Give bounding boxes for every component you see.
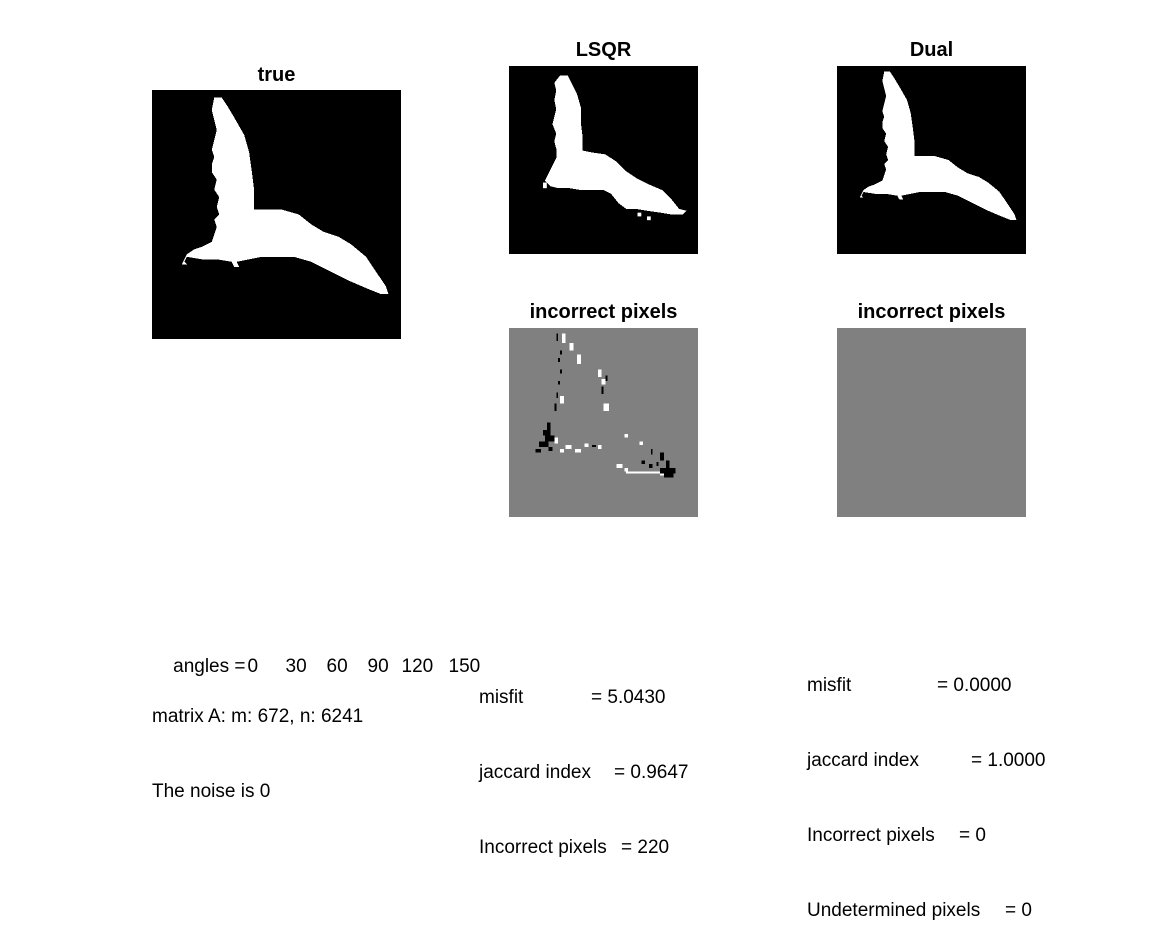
dual-incorrect-pixels-image [837, 328, 1026, 517]
angle-value: 90 [367, 656, 389, 677]
angle-value: 150 [448, 656, 481, 677]
info-block: angles = 0 30 60 90 120 150 matrix A: m: 672, … [152, 579, 480, 829]
lsqr-jaccard: jaccard index = 0.9647 [479, 762, 689, 783]
dual-image [837, 66, 1026, 254]
angle-value: 30 [285, 656, 307, 677]
noise-line: The noise is 0 [152, 781, 271, 802]
angles-label: angles = [173, 656, 246, 677]
lsqr-panel-title: LSQR [575, 39, 632, 61]
angle-value: 0 [247, 656, 259, 677]
dual-incorrect-title: incorrect pixels [857, 301, 1006, 323]
lsqr-incorrect: Incorrect pixels = 220 [479, 837, 670, 858]
dual-panel-title: Dual [909, 39, 954, 61]
dual-misfit: misfit = 0.0000 [807, 675, 1012, 696]
lsqr-incorrect-title: incorrect pixels [529, 301, 678, 323]
matrix-line: matrix A: m: 672, n: 6241 [152, 706, 364, 727]
dual-jaccard: jaccard index = 1.0000 [807, 750, 1046, 771]
angle-value: 120 [401, 656, 434, 677]
angle-value: 60 [326, 656, 348, 677]
dual-stats: misfit = 0.0000 jaccard index = 1.0000 Inc… [807, 623, 1046, 948]
true-panel-title: true [257, 64, 296, 86]
lsqr-misfit: misfit = 5.0430 [479, 687, 666, 708]
true-image [152, 90, 401, 339]
dual-incorrect: Incorrect pixels = 0 [807, 825, 986, 846]
lsqr-stats: misfit = 5.0430 jaccard index = 0.9647 Inc… [479, 635, 689, 885]
lsqr-incorrect-pixels-image [509, 328, 698, 517]
lsqr-image [509, 66, 698, 254]
dual-undetermined: Undetermined pixels = 0 [807, 900, 1032, 921]
angles-line: angles = 0 30 60 90 120 150 [152, 629, 480, 677]
